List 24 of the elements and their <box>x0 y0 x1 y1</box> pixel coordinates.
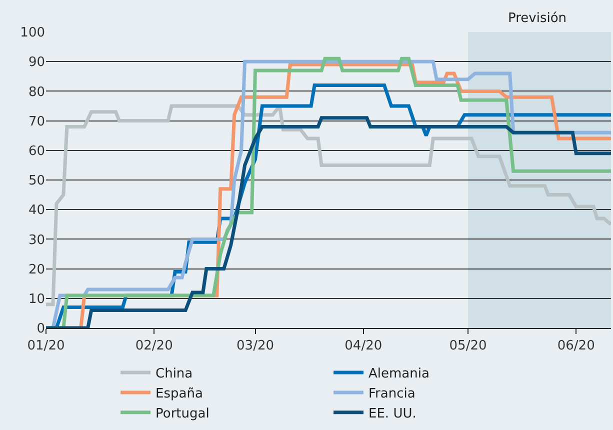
legend-label: China <box>156 366 193 382</box>
y-tick-label: 50 <box>28 174 45 189</box>
legend-label: EE. UU. <box>368 406 416 422</box>
legend-label: Portugal <box>156 406 210 422</box>
y-tick-label: 40 <box>28 203 45 218</box>
y-tick-label: 90 <box>28 55 45 70</box>
y-tick-label: 70 <box>28 114 45 130</box>
band-label: Previsión <box>508 11 567 26</box>
x-tick-label: 05/20 <box>449 338 487 354</box>
y-tick-label: 10 <box>28 292 45 307</box>
x-tick-label: 06/20 <box>557 338 595 354</box>
legend-label: Alemania <box>368 366 430 382</box>
legend-label: España <box>156 386 203 402</box>
x-tick-label: 01/20 <box>27 338 65 354</box>
y-tick-label: 80 <box>28 84 45 100</box>
x-tick-label: 03/20 <box>236 338 274 354</box>
y-tick-label: 20 <box>28 262 45 278</box>
y-tick-label: 100 <box>20 26 45 41</box>
y-tick-label: 60 <box>28 144 45 159</box>
x-tick-label: 04/20 <box>344 338 382 354</box>
x-tick-label: 02/20 <box>135 338 173 354</box>
y-tick-label: 30 <box>28 232 45 248</box>
y-tick-label: 0 <box>36 322 45 337</box>
legend-label: Francia <box>368 386 416 402</box>
